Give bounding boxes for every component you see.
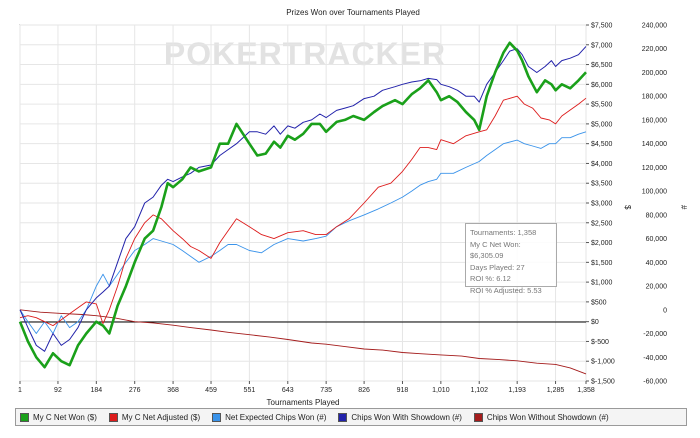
- y-right-tick-label: 160,000: [642, 117, 667, 124]
- legend-swatch: [108, 412, 118, 422]
- series-line-2: [19, 131, 587, 334]
- legend-item-net-expected-chips-won[interactable]: Net Expected Chips Won (#): [212, 412, 327, 422]
- y-right-tick-label: -40,000: [643, 355, 667, 362]
- y-left-tick-label: $-1,500: [591, 379, 615, 386]
- y-left-tick-label: $2,500: [591, 220, 613, 227]
- x-tick-label: 92: [54, 387, 62, 394]
- watermark: POKERTRACKER: [164, 36, 446, 72]
- info-tournaments: Tournaments: 1,358: [470, 228, 537, 237]
- y-left-tick-label: $6,000: [591, 82, 613, 89]
- y-left-tick-label: $7,000: [591, 42, 613, 49]
- series-line-1: [19, 95, 587, 327]
- y-left-tick-label: $1,500: [591, 260, 613, 267]
- x-tick-label: 1: [18, 387, 22, 394]
- chart-title: Prizes Won over Tournaments Played: [286, 8, 420, 17]
- y-right-tick-label: 20,000: [646, 284, 668, 291]
- y-left-tick-label: $4,000: [591, 161, 613, 168]
- y-right-tick-label: 60,000: [646, 236, 668, 243]
- x-tick-label: 643: [282, 387, 294, 394]
- series-line-3: [19, 46, 587, 352]
- y-right-tick-label: 80,000: [646, 212, 668, 219]
- x-tick-label: 184: [90, 387, 102, 394]
- legend-label: My C Net Adjusted ($): [121, 412, 201, 422]
- legend-label: Chips Won With Showdown (#): [351, 412, 462, 422]
- series-group: [18, 41, 587, 375]
- y-left-tick-label: $1,000: [591, 280, 613, 287]
- y-left-tick-label: $0: [591, 319, 599, 326]
- x-tick-label: 276: [129, 387, 141, 394]
- legend: My C Net Won ($) My C Net Adjusted ($) N…: [15, 408, 687, 426]
- y-left-tick-label: $-500: [591, 339, 609, 346]
- legend-swatch: [20, 412, 29, 422]
- info-days-played: Days Played: 27: [470, 262, 525, 272]
- y-right-tick-label: 140,000: [642, 141, 667, 148]
- y-left-tick-label: $-1,000: [591, 359, 615, 366]
- legend-item-my-c-net-adjusted[interactable]: My C Net Adjusted ($): [108, 412, 201, 422]
- y-left-tick-label: $5,500: [591, 102, 613, 109]
- y-left-tick-label: $2,000: [591, 240, 613, 247]
- x-tick-label: 826: [358, 387, 370, 394]
- y-left-tick-label: $500: [591, 299, 607, 306]
- x-tick-label: 551: [244, 387, 256, 394]
- series-line-0: [18, 41, 587, 369]
- legend-label: Chips Won Without Showdown (#): [486, 412, 609, 422]
- legend-swatch: [338, 412, 348, 422]
- info-roi-adjusted: ROI % Adjusted: 5.53: [470, 285, 542, 295]
- stats-info-box: Tournaments: 1,358 My C Net Won: $6,305.…: [465, 223, 557, 295]
- x-tick-label: 368: [167, 387, 179, 394]
- y-axis-left: $7,500 $7,000 $6,500 $6,000 $5,500 $5,000 $4,5…: [586, 23, 615, 386]
- y-left-tick-label: $7,500: [591, 23, 613, 30]
- x-tick-label: 1,358: [577, 387, 595, 394]
- series-line-4: [19, 309, 587, 375]
- y-right-tick-label: -20,000: [643, 331, 667, 338]
- info-roi: ROI %: 6.12: [470, 274, 511, 283]
- legend-item-chips-won-without-showdown[interactable]: Chips Won Without Showdown (#): [473, 412, 609, 422]
- x-axis: 1 92 184 276 368 459 551 643 735 826 918 1,010 1,102…: [18, 381, 595, 394]
- x-tick-label: 1,193: [508, 387, 526, 394]
- x-tick-label: 735: [320, 387, 332, 394]
- y-right-tick-label: 100,000: [642, 189, 667, 196]
- legend-swatch: [473, 412, 483, 422]
- y-left-tick-label: $6,500: [591, 62, 613, 69]
- y-right-tick-label: 0: [663, 307, 667, 314]
- x-tick-label: 1,285: [547, 387, 565, 394]
- y-left-axis-label: $: [623, 205, 632, 210]
- legend-label: Net Expected Chips Won (#): [225, 412, 327, 422]
- info-net-won: My C Net Won: $6,305.09: [470, 239, 521, 261]
- x-tick-label: 1,102: [470, 387, 488, 394]
- x-tick-label: 918: [397, 387, 409, 394]
- y-right-axis-label: #: [679, 205, 688, 210]
- y-right-tick-label: 180,000: [642, 94, 667, 101]
- y-axis-right: 240,000 220,000 200,000 180,000 160,000 140,0…: [642, 23, 667, 386]
- y-left-tick-label: $3,500: [591, 181, 613, 188]
- y-left-tick-label: $4,500: [591, 141, 613, 148]
- y-left-tick-label: $5,000: [591, 121, 613, 128]
- y-right-tick-label: 200,000: [642, 70, 667, 77]
- legend-item-chips-won-with-showdown[interactable]: Chips Won With Showdown (#): [338, 412, 462, 422]
- y-right-tick-label: -60,000: [643, 379, 667, 386]
- legend-item-my-c-net-won[interactable]: My C Net Won ($): [20, 412, 97, 422]
- x-tick-label: 1,010: [432, 387, 450, 394]
- y-right-tick-label: 220,000: [642, 46, 667, 53]
- x-tick-label: 459: [205, 387, 217, 394]
- y-right-tick-label: 240,000: [642, 23, 667, 30]
- y-left-tick-label: $3,000: [591, 201, 613, 208]
- x-axis-label: Tournaments Played: [267, 398, 340, 407]
- y-right-tick-label: 40,000: [646, 260, 668, 267]
- legend-label: My C Net Won ($): [33, 412, 97, 422]
- y-right-tick-label: 120,000: [642, 165, 667, 172]
- legend-swatch: [212, 412, 222, 422]
